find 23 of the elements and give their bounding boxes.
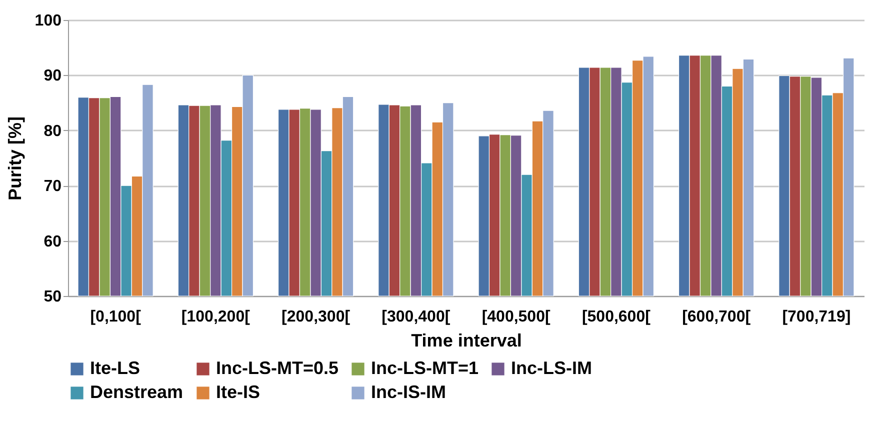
y-tick-label: 80 — [44, 122, 62, 140]
y-tick-label: 60 — [44, 233, 62, 250]
y-axis-title: Purity [%] — [4, 116, 25, 201]
x-tick-label: [300,400[ — [382, 308, 451, 326]
y-tick-label: 90 — [44, 68, 62, 85]
x-tick-label: [700,719] — [782, 308, 851, 326]
x-tick-label: [200,300[ — [282, 308, 351, 326]
x-tick-label: [100,200[ — [181, 308, 251, 326]
x-axis-title: Time interval — [411, 330, 522, 350]
x-tick-label: [600,700[ — [682, 308, 752, 326]
y-tick-label: 50 — [44, 288, 62, 306]
legend-label: Inc-LS-IM — [511, 358, 592, 378]
legend-label: Inc-LS-MT=1 — [371, 358, 479, 378]
x-tick-label: [400,500[ — [482, 308, 551, 326]
x-tick-label: [500,600[ — [582, 308, 652, 326]
legend-label: Denstream — [90, 382, 184, 402]
legend-label: Ite-IS — [216, 382, 260, 402]
y-tick-label: 70 — [44, 178, 62, 196]
legend-label: Inc-IS-IM — [371, 382, 446, 402]
legend-label: Inc-LS-MT=0.5 — [216, 358, 339, 378]
x-tick-label: [0,100[ — [90, 308, 142, 326]
y-tick-label: 100 — [34, 12, 62, 30]
legend-label: Ite-LS — [90, 358, 140, 378]
